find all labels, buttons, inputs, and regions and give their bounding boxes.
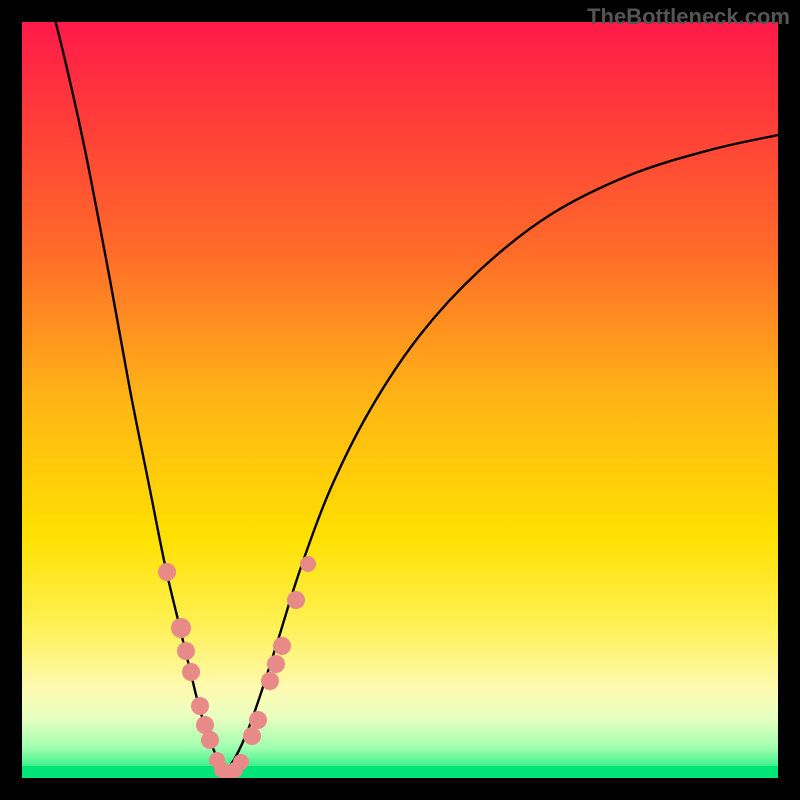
data-marker <box>249 711 267 729</box>
bottom-green-band <box>22 766 778 778</box>
data-marker <box>267 655 285 673</box>
data-marker <box>287 591 305 609</box>
watermark-text: TheBottleneck.com <box>587 4 790 30</box>
data-marker <box>182 663 200 681</box>
data-marker <box>171 618 191 638</box>
bottleneck-chart: TheBottleneck.com <box>0 0 800 800</box>
data-marker <box>158 563 176 581</box>
data-marker <box>273 637 291 655</box>
chart-background-gradient <box>22 22 778 778</box>
data-marker <box>300 556 316 572</box>
data-marker <box>177 642 195 660</box>
chart-svg <box>0 0 800 800</box>
data-marker <box>261 672 279 690</box>
data-marker <box>201 731 219 749</box>
data-marker <box>243 727 261 745</box>
data-marker <box>233 754 249 770</box>
data-marker <box>191 697 209 715</box>
